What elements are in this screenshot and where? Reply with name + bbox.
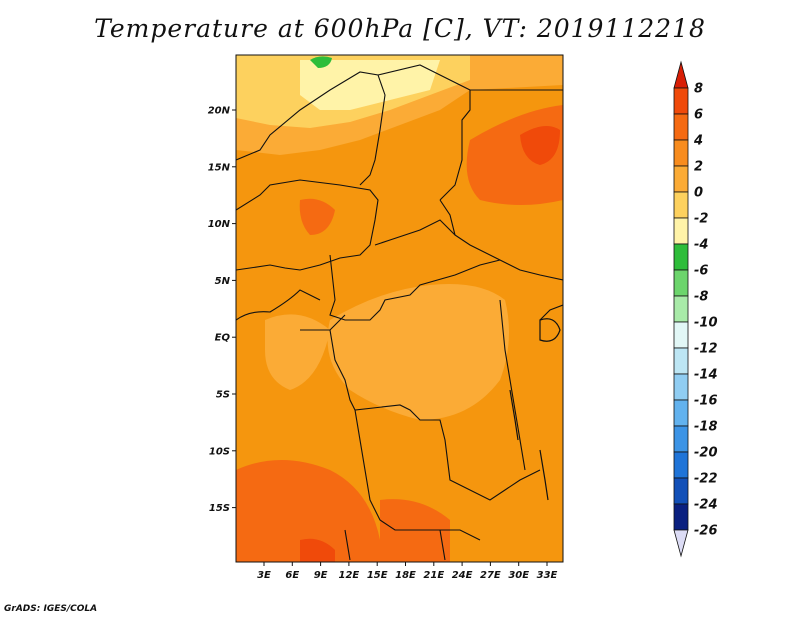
colorbar-label: -16 — [694, 394, 718, 409]
border-angola-zambia — [354, 409, 481, 541]
colorbar-swatch — [673, 87, 689, 115]
field-zone-gabon — [265, 314, 330, 390]
colorbar-swatch — [673, 451, 689, 479]
field-zone-north-cold — [300, 60, 440, 110]
colorbar-swatch — [673, 217, 689, 245]
colorbar-label: 4 — [693, 134, 703, 149]
colorbar-label: -14 — [694, 368, 718, 383]
colorbar-label: -24 — [694, 498, 718, 513]
colorbar-swatch — [673, 113, 689, 141]
lake-tanganyika — [509, 389, 519, 441]
colorbar-swatch — [673, 165, 689, 193]
border-uganda-kenya — [539, 304, 563, 321]
lakes — [509, 318, 561, 501]
colorbar-label: 0 — [694, 186, 703, 201]
x-tick-label: 27E — [480, 570, 501, 581]
colorbar-label: -18 — [694, 420, 718, 435]
colorbar-label: 8 — [694, 82, 703, 97]
colorbar-label: -8 — [694, 290, 708, 305]
y-tick-label: 15S — [209, 503, 230, 514]
colorbar-swatch — [673, 503, 689, 531]
x-tick-label: 6E — [285, 570, 299, 581]
x-axis: 3E 6E 9E 12E 15E 18E 21E 24E 27E 30E 33E — [257, 562, 558, 581]
field-zone-south-hot — [300, 538, 335, 562]
x-tick-label: 24E — [452, 570, 473, 581]
field-zone-cold-spot — [310, 56, 332, 68]
colorbar-swatch — [673, 425, 689, 453]
x-tick-label: 12E — [339, 570, 360, 581]
colorbar-label: -12 — [694, 342, 718, 357]
colorbar: 8 6 4 2 0 -2 -4 -6 -8 -10 -12 -14 -16 -18 -20 -22 -24 -26 — [673, 60, 718, 558]
credit-label: GrADS: IGES/COLA — [4, 604, 98, 614]
plot-frame — [235, 54, 564, 563]
coastline-gulf — [236, 289, 321, 321]
x-tick-label: 18E — [395, 570, 416, 581]
border-south — [344, 529, 446, 561]
x-tick-label: 3E — [257, 570, 271, 581]
colorbar-swatch — [673, 477, 689, 505]
colorbar-swatch — [673, 529, 689, 558]
y-tick-label: 15N — [208, 162, 231, 173]
y-tick-label: 20N — [208, 106, 231, 117]
colorbar-swatch — [673, 269, 689, 297]
colorbar-swatch — [673, 60, 689, 89]
country-borders — [236, 64, 563, 561]
colorbar-label: 6 — [694, 108, 703, 123]
border-drc-angola — [329, 329, 541, 501]
colorbar-label: -22 — [694, 472, 718, 487]
colorbar-swatch — [673, 191, 689, 219]
border-east-rift — [499, 299, 526, 471]
colorbar-label: -6 — [694, 264, 708, 279]
field-zone-congo-basin — [327, 284, 509, 420]
field-zone-angola-warm — [236, 460, 380, 562]
x-tick-label: 30E — [508, 570, 529, 581]
colorbar-label: -4 — [694, 238, 708, 253]
colorbar-swatch — [673, 243, 689, 271]
border-libya-sudan — [377, 64, 471, 201]
y-tick-label: EQ — [215, 333, 231, 344]
map-title: Temperature at 600hPa [C], VT: 201911221… — [94, 14, 706, 43]
y-tick-label: 10S — [209, 446, 230, 457]
colorbar-label: -10 — [694, 316, 718, 331]
x-tick-label: 21E — [423, 570, 444, 581]
field-zone-sudan-hot — [520, 126, 560, 165]
field-zone-zambia-warm — [380, 499, 450, 562]
colorbar-swatch — [673, 295, 689, 323]
y-tick-label: 5S — [216, 390, 230, 401]
border-sahel-north — [236, 71, 386, 186]
border-nigeria-region — [236, 179, 379, 271]
colorbar-label: 2 — [694, 160, 703, 175]
border-car-sudan — [439, 199, 563, 281]
border-chad-car — [374, 219, 456, 246]
x-tick-label: 33E — [537, 570, 558, 581]
y-tick-label: 5N — [215, 276, 231, 287]
colorbar-label: -2 — [694, 212, 708, 227]
colorbar-swatch — [673, 347, 689, 375]
y-tick-label: 10N — [208, 219, 231, 230]
lake-malawi — [539, 449, 549, 501]
x-tick-label: 15E — [367, 570, 388, 581]
field-zone-nigeria-warm — [299, 198, 335, 235]
border-cameroon-congo — [329, 254, 501, 321]
y-axis: 20N 15N 10N 5N EQ 5S 10S 15S — [208, 106, 236, 514]
colorbar-swatch — [673, 321, 689, 349]
colorbar-label: -20 — [694, 446, 718, 461]
colorbar-swatch — [673, 399, 689, 427]
colorbar-swatch — [673, 139, 689, 167]
lake-victoria — [539, 318, 561, 342]
colorbar-swatch — [673, 373, 689, 401]
x-tick-label: 9E — [314, 570, 328, 581]
temperature-field — [236, 55, 563, 562]
colorbar-label: -26 — [694, 524, 718, 539]
